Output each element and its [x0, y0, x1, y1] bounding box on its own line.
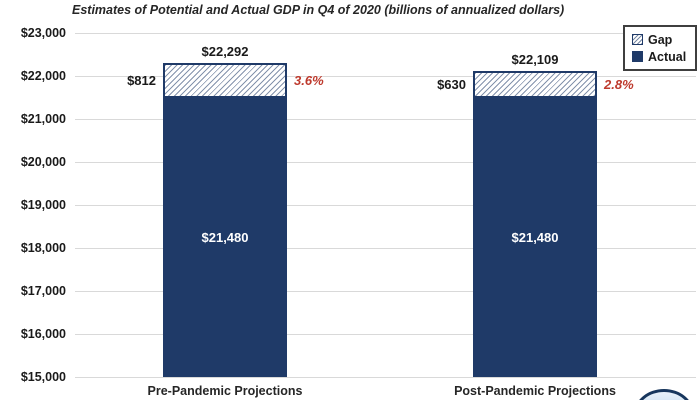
- y-axis-tick-label: $23,000: [20, 26, 66, 40]
- gridline: [75, 248, 696, 249]
- gridline: [75, 33, 696, 34]
- org-seal-logo: [634, 389, 694, 400]
- y-axis-tick-label: $21,000: [20, 112, 66, 126]
- actual-swatch-icon: [632, 51, 643, 62]
- bar-actual-segment: [473, 98, 597, 377]
- y-axis-tick-label: $22,000: [20, 69, 66, 83]
- legend-item-gap: Gap: [632, 31, 695, 48]
- gridline: [75, 334, 696, 335]
- gap-value-label: $812: [127, 72, 156, 88]
- bar-gap-segment: [473, 71, 597, 99]
- legend-actual-label: Actual: [648, 49, 687, 64]
- legend: Gap Actual: [623, 25, 697, 71]
- y-axis-tick-label: $17,000: [20, 284, 66, 298]
- gridline: [75, 162, 696, 163]
- gap-percent-label: 3.6%: [294, 72, 324, 88]
- gridline: [75, 377, 696, 378]
- gridline: [75, 291, 696, 292]
- actual-value-label: $21,480: [511, 229, 559, 245]
- bar-actual-segment: [163, 98, 287, 377]
- gap-value-label: $630: [437, 76, 466, 92]
- gap-swatch-icon: [632, 34, 643, 45]
- y-axis-tick-label: $15,000: [20, 370, 66, 384]
- chart-title: Estimates of Potential and Actual GDP in…: [72, 3, 565, 17]
- bar-gap-segment: [163, 63, 287, 99]
- y-axis-tick-label: $20,000: [20, 155, 66, 169]
- total-value-label: $22,292: [201, 44, 249, 60]
- y-axis-tick-label: $18,000: [20, 241, 66, 255]
- gridline: [75, 76, 696, 77]
- gap-percent-label: 2.8%: [604, 76, 634, 92]
- category-axis-label: Pre-Pandemic Projections: [147, 384, 303, 398]
- y-axis-tick-label: $16,000: [20, 327, 66, 341]
- gridline: [75, 205, 696, 206]
- category-axis-label: Post-Pandemic Projections: [454, 384, 616, 398]
- legend-gap-label: Gap: [648, 32, 673, 47]
- gridline: [75, 119, 696, 120]
- y-axis-tick-label: $19,000: [20, 198, 66, 212]
- total-value-label: $22,109: [511, 52, 559, 68]
- actual-value-label: $21,480: [201, 229, 249, 245]
- legend-item-actual: Actual: [632, 48, 695, 65]
